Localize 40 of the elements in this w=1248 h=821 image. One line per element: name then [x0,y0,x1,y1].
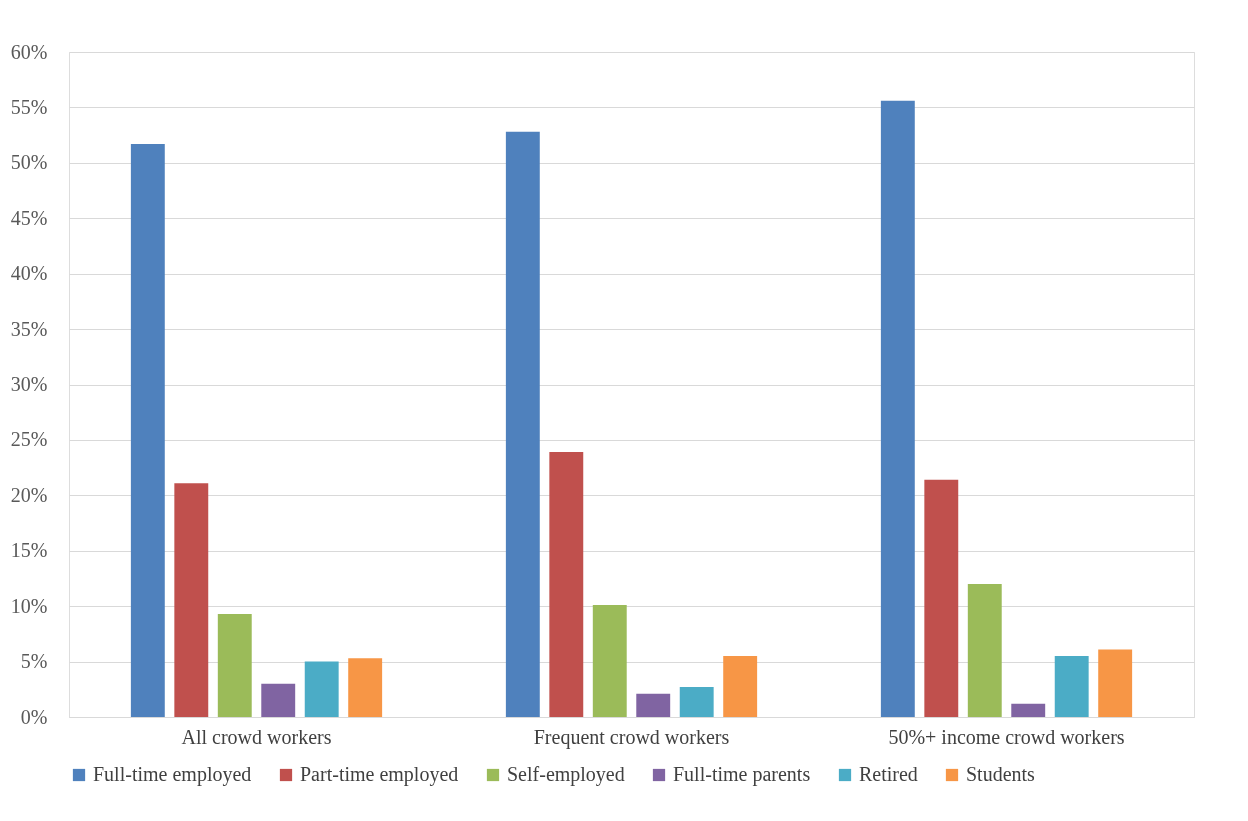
bar [217,613,252,717]
legend-label: Full-time parents [673,763,811,786]
bar [592,605,627,717]
x-tick-label: Frequent crowd workers [533,725,730,749]
y-tick-label: 0% [20,705,48,728]
bar [1011,703,1046,717]
bar [1054,656,1089,717]
y-tick-label: 55% [10,95,48,118]
y-tick-label: 30% [10,373,48,395]
y-tick-label: 20% [10,483,48,506]
y-tick-label: 10% [10,594,48,617]
bar [636,693,671,717]
bar [967,584,1002,717]
y-tick-label: 15% [10,539,48,562]
bar [261,683,296,717]
y-tick-label: 35% [10,317,48,340]
bar [679,687,714,717]
bar [1098,649,1133,717]
legend-label: Students [966,763,1036,785]
y-tick-label: 60% [10,40,48,63]
y-tick-label: 25% [10,428,48,451]
x-tick-label: 50%+ income crowd workers [888,725,1125,748]
y-tick-label: 50% [10,151,48,174]
legend-label: Full-time employed [93,763,252,786]
y-tick-label: 45% [10,206,48,229]
legend-label: Part-time employed [300,763,459,786]
bar [348,658,383,717]
bar [505,131,540,717]
bar [924,479,959,717]
bar [549,452,584,717]
legend-label: Self-employed [507,763,625,786]
bar [174,483,209,717]
bar [880,100,915,717]
legend-label: Retired [859,763,918,785]
bar [130,143,165,717]
bar [723,656,758,717]
bar [304,661,339,717]
y-tick-label: 40% [10,262,48,285]
x-tick-label: All crowd workers [181,725,332,748]
y-tick-label: 5% [20,650,48,673]
